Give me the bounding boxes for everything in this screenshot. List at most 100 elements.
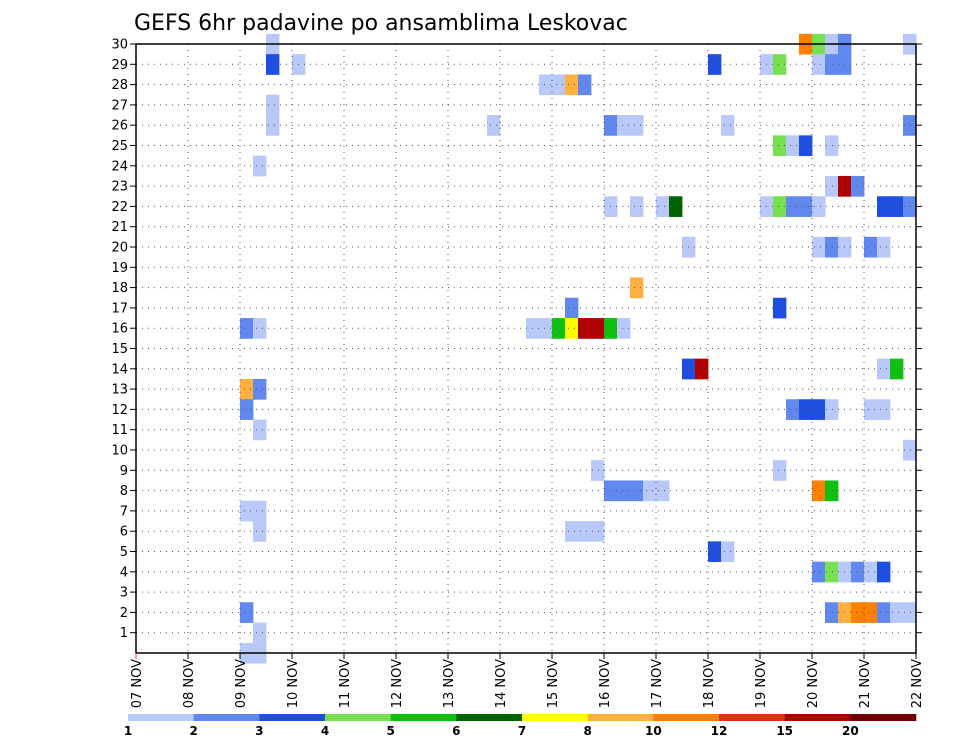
heatmap-cell [864, 602, 878, 623]
heatmap-cell [812, 196, 826, 217]
y-tick-label: 22 [111, 200, 128, 215]
legend-label: 5 [386, 724, 394, 738]
y-tick-label: 2 [120, 606, 128, 621]
heatmap-cell [890, 602, 904, 623]
x-tick-label: 11 NOV [338, 659, 353, 708]
y-tick-label: 5 [120, 545, 128, 560]
grid-layer [136, 43, 916, 653]
heatmap-cell [565, 318, 579, 339]
heatmap-cell [812, 54, 826, 75]
heatmap-cell [578, 521, 592, 542]
legend-label: 20 [842, 724, 859, 738]
heatmap-cell [773, 54, 787, 75]
heatmap-cell [851, 561, 865, 583]
legend-swatch [784, 714, 851, 721]
heatmap-cell [773, 297, 787, 319]
heatmap-cell [253, 500, 267, 522]
heatmap-cell [773, 196, 787, 217]
legend-swatch [325, 714, 391, 721]
heatmap-cell [877, 399, 891, 420]
heatmap-cell [877, 602, 891, 623]
heatmap-cell [825, 135, 839, 157]
x-tick-label: 07 NOV [130, 659, 145, 708]
legend-label: 6 [452, 724, 460, 738]
legend-swatch [653, 714, 720, 721]
y-tick-label: 17 [111, 301, 128, 316]
legend-swatch [128, 714, 194, 721]
y-tick-label: 4 [120, 565, 128, 580]
x-tick-label: 10 NOV [286, 659, 301, 708]
heatmap-cell [487, 115, 501, 136]
heatmap-cell [799, 196, 813, 217]
x-tick-label: 20 NOV [806, 659, 821, 708]
heatmap-cell [773, 135, 787, 157]
y-tick-label: 15 [111, 342, 128, 357]
heatmap-cell [240, 602, 254, 623]
x-tick-label: 16 NOV [598, 659, 613, 708]
heatmap-cell [240, 318, 254, 339]
legend-label: 3 [255, 724, 263, 738]
heatmap-cell [812, 399, 826, 420]
heatmap-cell [851, 602, 865, 623]
heatmap-cell [591, 460, 605, 481]
color-legend: 1 2 3 4 5 6 7 8 10 12 15 20 [124, 714, 917, 738]
y-tick-label: 26 [111, 119, 128, 134]
heatmap-cell [799, 399, 813, 420]
y-tick-label: 23 [111, 180, 128, 195]
heatmap-cell [825, 480, 839, 502]
heatmap-cell [825, 54, 839, 75]
heatmap-cell [617, 480, 631, 502]
x-tick-label: 22 NOV [910, 659, 925, 708]
y-tick-label: 16 [111, 322, 128, 337]
heatmap-cell [578, 74, 592, 96]
heatmap-cell [578, 318, 592, 339]
heatmap-cell [539, 318, 553, 339]
y-tick-label: 27 [111, 98, 128, 113]
heatmap-cell [565, 297, 579, 319]
heatmap-cell [565, 521, 579, 542]
y-tick-label: 8 [120, 484, 128, 499]
y-tick-label: 18 [111, 281, 128, 296]
legend-label: 7 [518, 724, 526, 738]
y-tick-label: 12 [111, 403, 128, 418]
heatmap-cell [773, 460, 787, 481]
heatmap-cell [266, 54, 280, 75]
legend-swatch [193, 714, 260, 721]
x-tick-label: 17 NOV [650, 659, 665, 708]
x-tick-label: 14 NOV [494, 659, 509, 708]
y-tick-label: 19 [111, 261, 128, 276]
y-tick-label: 14 [111, 362, 128, 377]
heatmap-cell [721, 541, 735, 563]
y-tick-label: 13 [111, 383, 128, 398]
legend-label: 8 [583, 724, 591, 738]
heatmap-cell [630, 480, 644, 502]
y-tick-label: 3 [120, 586, 128, 601]
heatmap-cell [877, 358, 891, 380]
legend-label: 12 [711, 724, 728, 738]
cells-layer [240, 33, 917, 664]
heatmap-cell [643, 480, 657, 502]
x-tick-label: 21 NOV [858, 659, 873, 708]
y-tick-label: 7 [120, 504, 128, 519]
heatmap-cell [656, 196, 670, 217]
heatmap-cell [253, 155, 267, 177]
y-tick-label: 30 [111, 38, 128, 53]
heatmap-cell [786, 399, 800, 420]
heatmap-cell [903, 439, 917, 461]
legend-label: 15 [776, 724, 793, 738]
legend-label: 4 [321, 724, 329, 738]
heatmap-cell [903, 115, 917, 136]
heatmap-cell [565, 74, 579, 96]
heatmap-cell [552, 318, 566, 339]
y-tick-label: 29 [111, 58, 128, 73]
x-tick-label: 18 NOV [702, 659, 717, 708]
heatmap-cell [266, 115, 280, 136]
legend-swatch [522, 714, 588, 721]
heatmap-cell [591, 521, 605, 542]
heatmap-cell [630, 196, 644, 217]
heatmap-cell [877, 196, 891, 217]
heatmap-cell [591, 318, 605, 339]
chart-title: GEFS 6hr padavine po ansamblima Leskovac [134, 11, 628, 36]
y-tick-label: 11 [111, 423, 128, 438]
heatmap-cell [253, 622, 267, 644]
